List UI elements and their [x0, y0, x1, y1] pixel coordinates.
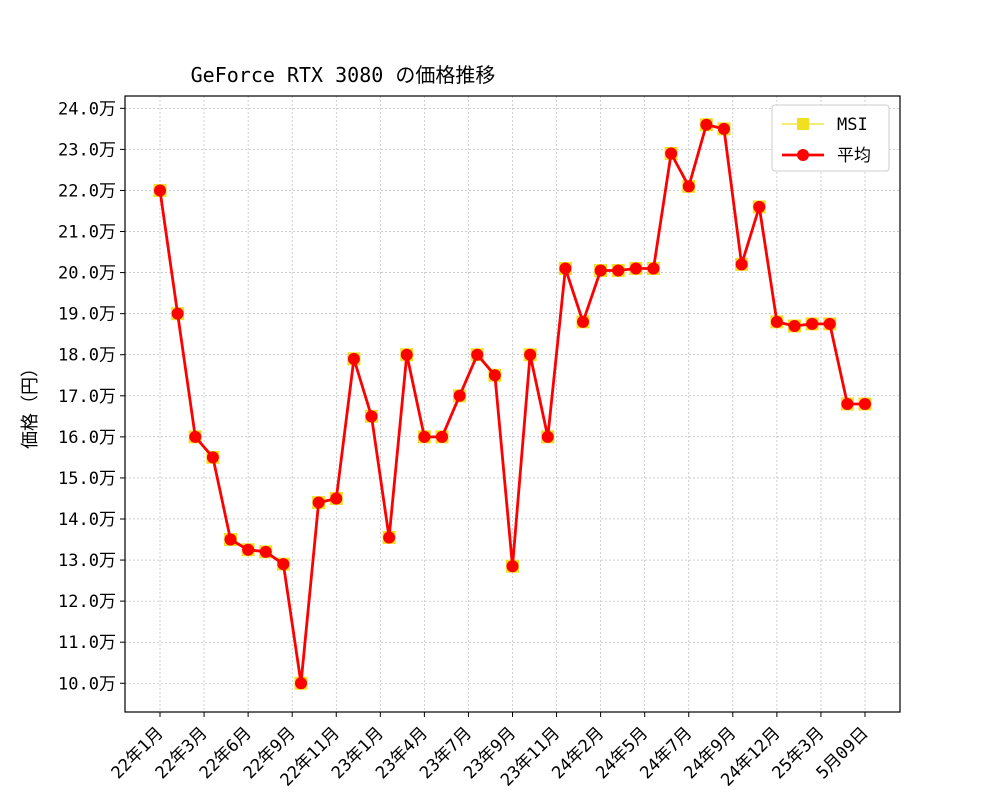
y-tick-label: 13.0万 — [58, 551, 116, 571]
average-point — [189, 430, 202, 443]
average-point — [436, 430, 448, 443]
y-tick-label: 17.0万 — [58, 387, 116, 407]
average-point — [154, 184, 166, 197]
average-point — [629, 262, 642, 275]
y-tick-label: 11.0万 — [58, 633, 116, 653]
legend-msi-label: MSI — [837, 115, 868, 135]
chart-title: GeForce RTX 3080 の価格推移 — [191, 63, 496, 87]
legend-average-label: 平均 — [837, 146, 871, 166]
average-point — [365, 410, 378, 423]
average-point — [788, 319, 801, 332]
average-point — [488, 369, 501, 382]
average-point — [665, 147, 678, 160]
legend-average-marker — [797, 149, 809, 161]
average-point — [506, 560, 519, 573]
average-point — [700, 118, 713, 131]
average-point — [735, 258, 748, 271]
y-tick-label: 22.0万 — [58, 181, 116, 201]
y-tick-label: 20.0万 — [58, 264, 116, 284]
average-point — [453, 389, 466, 402]
y-tick-label: 14.0万 — [58, 510, 116, 530]
average-point — [400, 348, 413, 361]
average-point — [577, 315, 589, 328]
average-point — [841, 398, 854, 410]
average-point — [753, 200, 766, 213]
average-point — [682, 180, 695, 193]
average-point — [295, 677, 307, 690]
average-point — [806, 317, 819, 330]
average-point — [312, 496, 325, 509]
average-point — [259, 545, 272, 558]
grid-layer — [125, 96, 900, 712]
average-point — [718, 122, 730, 135]
average-point — [647, 262, 660, 275]
average-point — [347, 352, 360, 365]
plot-frame — [124, 95, 901, 713]
average-point — [277, 558, 290, 571]
y-tick-label: 19.0万 — [58, 305, 116, 325]
y-tick-label: 12.0万 — [58, 592, 116, 612]
average-point — [242, 543, 255, 556]
legend: MSI 平均 — [771, 104, 890, 172]
average-point — [383, 531, 396, 544]
average-point — [823, 317, 836, 330]
average-point — [594, 264, 607, 277]
average-point — [418, 430, 431, 443]
average-point — [224, 533, 237, 546]
series-average — [154, 118, 871, 690]
average-point — [541, 430, 554, 443]
y-tick-label: 23.0万 — [58, 140, 116, 160]
average-point — [471, 348, 484, 361]
y-axis: 10.0万 11.0万 12.0万 13.0万 14.0万 15.0万 16.0万 17.0万… — [58, 99, 125, 694]
average-point — [171, 307, 184, 320]
legend-msi-marker — [797, 118, 809, 130]
y-tick-label: 21.0万 — [58, 223, 116, 243]
average-point — [206, 451, 219, 464]
average-point — [524, 348, 537, 361]
series-layer — [153, 118, 872, 690]
y-tick-label: 16.0万 — [58, 428, 116, 448]
y-tick-label: 15.0万 — [58, 469, 116, 489]
average-point — [770, 315, 783, 328]
y-tick-label: 10.0万 — [58, 674, 116, 694]
average-point — [559, 262, 572, 275]
y-tick-label: 18.0万 — [58, 346, 116, 366]
average-point — [330, 492, 343, 505]
y-axis-label: 価格（円） — [20, 359, 41, 449]
y-tick-label: 24.0万 — [58, 99, 116, 119]
legend-box — [771, 104, 890, 172]
average-point — [859, 398, 871, 410]
average-point — [612, 264, 625, 277]
